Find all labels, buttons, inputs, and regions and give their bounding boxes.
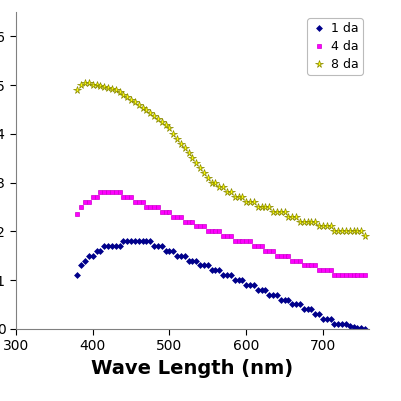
4 da xyxy=(98,190,103,195)
1 da xyxy=(271,292,275,297)
4 da xyxy=(271,249,275,253)
4 da xyxy=(229,234,233,239)
1 da xyxy=(263,288,268,292)
1 da xyxy=(121,239,126,243)
Line: 8 da: 8 da xyxy=(74,79,369,240)
Line: 1 da: 1 da xyxy=(75,239,367,331)
1 da xyxy=(363,326,367,331)
1 da xyxy=(229,273,233,277)
4 da xyxy=(75,212,80,217)
1 da xyxy=(178,253,183,258)
Line: 4 da: 4 da xyxy=(75,190,367,277)
8 da xyxy=(263,205,268,209)
8 da xyxy=(229,190,233,195)
8 da xyxy=(363,234,367,239)
4 da xyxy=(309,263,314,268)
8 da xyxy=(75,87,80,92)
8 da xyxy=(178,141,183,146)
1 da xyxy=(75,273,80,277)
Legend: 1 da, 4 da, 8 da: 1 da, 4 da, 8 da xyxy=(308,18,363,75)
8 da xyxy=(106,86,111,91)
X-axis label: Wave Length (nm): Wave Length (nm) xyxy=(91,359,294,378)
8 da xyxy=(83,80,87,85)
4 da xyxy=(332,273,337,277)
1 da xyxy=(102,243,107,248)
4 da xyxy=(263,249,268,253)
4 da xyxy=(106,190,111,195)
8 da xyxy=(271,209,275,214)
8 da xyxy=(309,219,314,224)
4 da xyxy=(178,214,183,219)
1 da xyxy=(309,307,314,312)
4 da xyxy=(363,273,367,277)
